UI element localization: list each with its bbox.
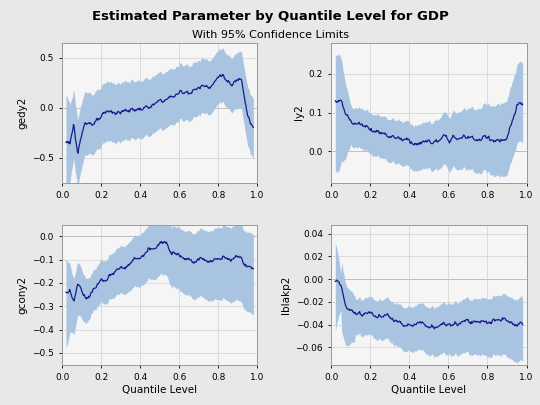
Text: Estimated Parameter by Quantile Level for GDP: Estimated Parameter by Quantile Level fo… bbox=[92, 10, 448, 23]
Y-axis label: lblakp2: lblakp2 bbox=[281, 275, 291, 314]
Text: With 95% Confidence Limits: With 95% Confidence Limits bbox=[192, 30, 348, 40]
Y-axis label: gedy2: gedy2 bbox=[18, 96, 28, 129]
Y-axis label: ly2: ly2 bbox=[294, 104, 305, 120]
Y-axis label: gcony2: gcony2 bbox=[18, 275, 28, 313]
X-axis label: Quantile Level: Quantile Level bbox=[122, 385, 197, 394]
X-axis label: Quantile Level: Quantile Level bbox=[392, 385, 467, 394]
